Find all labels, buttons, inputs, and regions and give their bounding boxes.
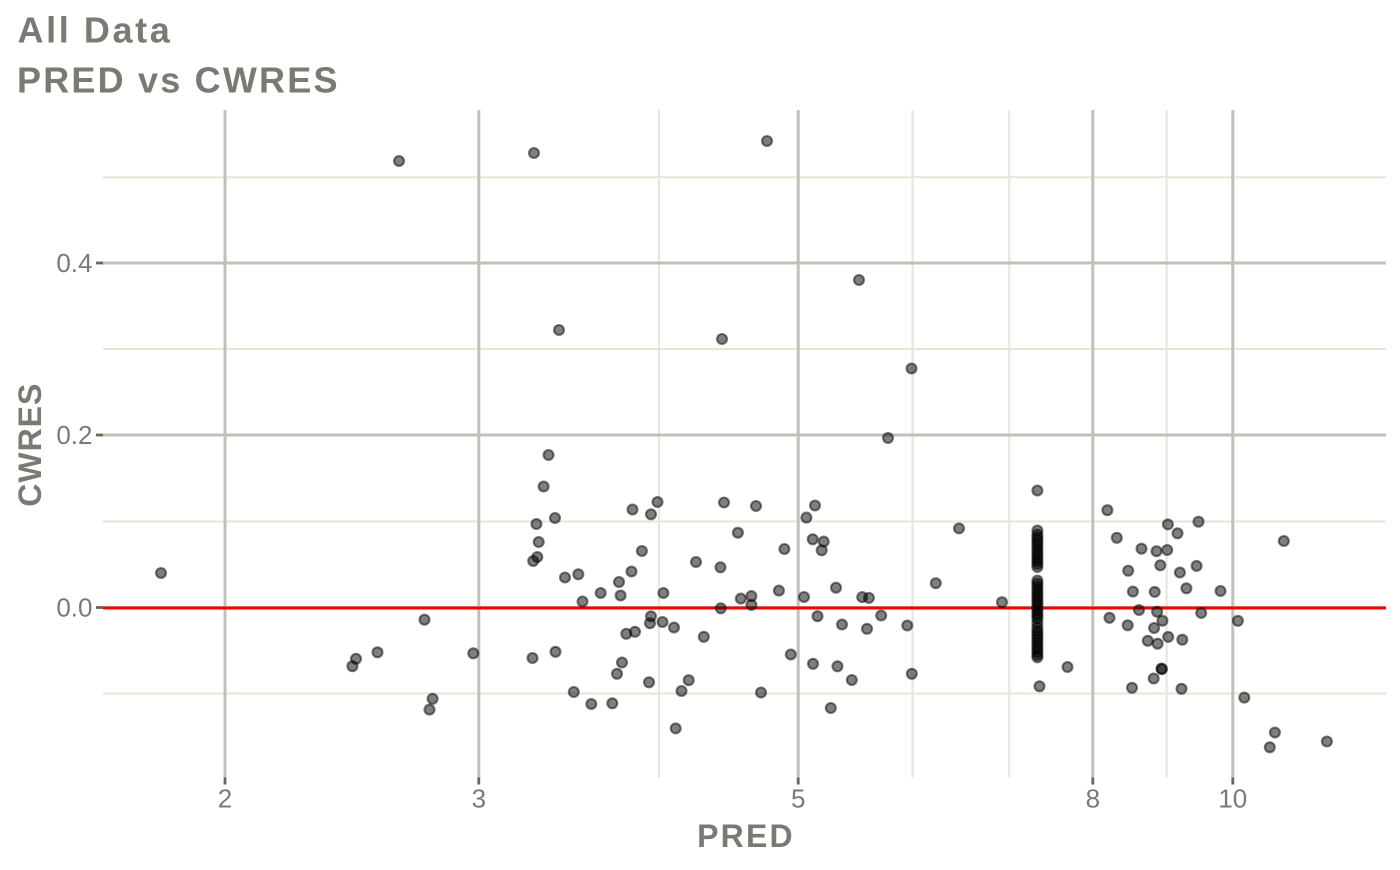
svg-text:All Data: All Data	[18, 10, 173, 51]
svg-text:8: 8	[1086, 784, 1100, 814]
svg-text:CWRES: CWRES	[12, 383, 48, 507]
svg-text:0.0: 0.0	[56, 593, 92, 623]
svg-text:3: 3	[472, 784, 486, 814]
svg-text:0.4: 0.4	[56, 248, 92, 278]
svg-text:PRED vs CWRES: PRED vs CWRES	[17, 60, 340, 101]
svg-text:10: 10	[1218, 784, 1247, 814]
svg-text:PRED: PRED	[697, 818, 795, 854]
svg-text:2: 2	[218, 784, 232, 814]
svg-text:5: 5	[791, 784, 805, 814]
svg-text:0.2: 0.2	[56, 420, 92, 450]
